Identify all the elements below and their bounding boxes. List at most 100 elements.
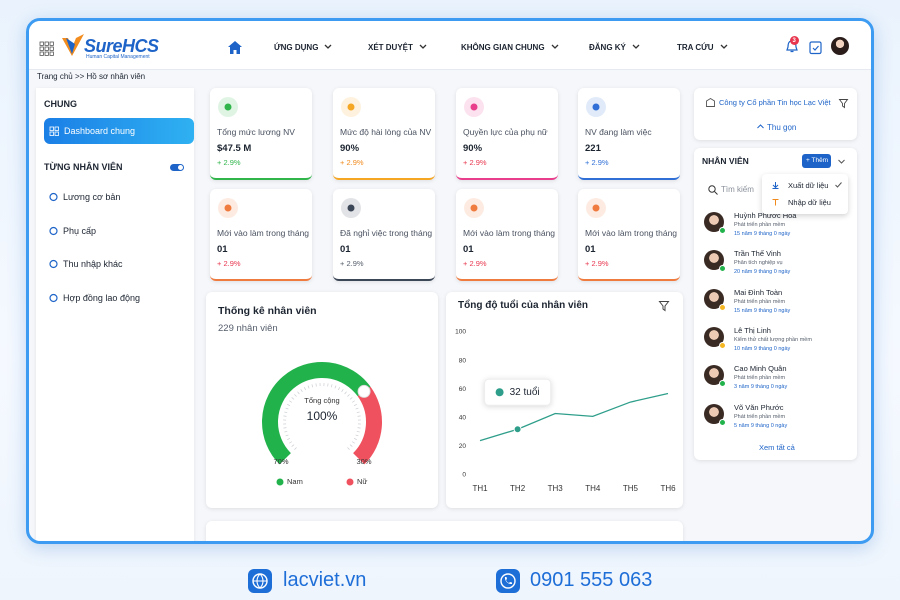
- legend-label: Nam: [287, 477, 303, 486]
- filter-icon: [838, 99, 849, 109]
- kpi-label: Tổng mức lương NV: [217, 127, 295, 137]
- employee-tenure: 15 năm 9 tháng 0 ngày: [734, 231, 791, 237]
- nav-item[interactable]: KHÔNG GIAN CHUNG: [461, 43, 545, 52]
- gauge-tick: [338, 387, 341, 391]
- menu-icon: [49, 293, 58, 302]
- line-title: Tổng độ tuổi của nhân viên: [458, 300, 588, 311]
- employee-name[interactable]: Lê Thị Linh: [734, 325, 771, 335]
- gauge-tick: [349, 444, 353, 447]
- kpi-value: 90%: [340, 143, 360, 154]
- employee-avatar[interactable]: [704, 212, 724, 232]
- kpi-change: + 2.9%: [217, 259, 241, 268]
- website[interactable]: lacviet.vn: [283, 569, 367, 591]
- kpi-icon-dot: [470, 204, 478, 212]
- menu-option[interactable]: Nhập dữ liệu: [788, 198, 831, 207]
- gauge-tick: [352, 441, 355, 444]
- gauge-tick: [300, 389, 303, 392]
- menu-item[interactable]: Lương cơ bản: [63, 192, 121, 202]
- kpi-label: NV đang làm việc: [585, 127, 652, 137]
- kpi-value: $47.5 M: [217, 143, 252, 154]
- gauge-tick: [356, 430, 360, 433]
- x-tick-label: TH6: [660, 484, 676, 493]
- kpi-value: 01: [340, 244, 351, 255]
- gauge-card: [206, 292, 438, 508]
- phone-icon: [496, 569, 520, 593]
- gauge-tick: [353, 438, 357, 441]
- collapse-link[interactable]: Thu gọn: [767, 123, 797, 132]
- status-dot: [719, 227, 726, 234]
- dash-square: [49, 131, 54, 136]
- home-shape: [228, 41, 242, 54]
- y-tick-label: 60: [459, 386, 467, 393]
- nav-chevron: [324, 44, 332, 49]
- phone: [504, 577, 512, 585]
- add-button[interactable]: [802, 154, 831, 168]
- employee-name[interactable]: Mai Đình Toàn: [734, 287, 783, 297]
- apps-dot: [39, 41, 44, 46]
- apps-dot: [49, 41, 54, 46]
- gauge-tick: [289, 441, 292, 444]
- check-icon: [835, 182, 842, 188]
- employee-name[interactable]: Trần Thế Vinh: [734, 249, 781, 259]
- add-button-label[interactable]: + Thêm: [806, 156, 829, 164]
- employee-tenure: 10 năm 9 tháng 0 ngày: [734, 345, 791, 352]
- kpi-card: [333, 189, 435, 281]
- menu-item[interactable]: Thu nhập khác: [63, 259, 123, 269]
- employee-avatar[interactable]: [704, 288, 724, 309]
- sidebar: [36, 88, 194, 541]
- collapse-icon: [757, 124, 764, 129]
- view-all-link[interactable]: Xem tất cả: [759, 443, 795, 452]
- clip-body: [809, 41, 822, 55]
- gauge-value-label: 30%: [356, 457, 371, 466]
- apps-dot: [39, 46, 44, 51]
- gauge-tick: [307, 385, 310, 389]
- menu-glyph: [772, 199, 779, 206]
- gauge-tick: [297, 391, 300, 395]
- menu-item[interactable]: Phụ cấp: [63, 225, 97, 236]
- gauge-tick: [291, 444, 295, 447]
- chevron: [324, 44, 332, 49]
- header-bar: [29, 21, 871, 70]
- kpi-icon: [464, 198, 484, 218]
- gauge-tick: [294, 394, 297, 397]
- menu-icon: [772, 182, 779, 189]
- status-dot: [719, 380, 726, 388]
- employee-avatar[interactable]: [704, 403, 724, 424]
- kpi-icon: [586, 97, 606, 117]
- employee-avatar[interactable]: [704, 326, 724, 347]
- employee-title: NHÂN VIÊN: [702, 156, 749, 166]
- employee-role: Phát triển phần mềm: [734, 298, 786, 305]
- nav-item[interactable]: ỨNG DỤNG: [274, 43, 319, 52]
- active-menu-item[interactable]: [44, 118, 194, 144]
- y-tick-label: 100: [455, 329, 466, 336]
- search-input[interactable]: Tìm kiếm: [721, 185, 754, 194]
- kpi-icon-dot: [224, 103, 232, 111]
- menu-item[interactable]: Hợp đồng lao động: [63, 292, 140, 303]
- gauge-tick: [284, 411, 288, 414]
- menu-option[interactable]: Xuất dữ liệu: [788, 181, 829, 190]
- building-icon: [706, 97, 715, 107]
- kpi-icon-dot: [224, 204, 232, 212]
- employee-name[interactable]: Cao Minh Quân: [734, 364, 787, 374]
- filter: [658, 301, 670, 312]
- employee-name[interactable]: Huỳnh Phước Hòa: [734, 211, 797, 220]
- employee-name[interactable]: Võ Văn Phước: [734, 402, 784, 412]
- nav-item[interactable]: TRA CỨU: [677, 43, 714, 52]
- chevron: [419, 44, 427, 49]
- kpi-icon-dot: [470, 103, 478, 111]
- partial-card: [206, 521, 683, 541]
- chevron: [757, 124, 764, 129]
- kpi-card: [456, 88, 558, 180]
- status-dot: [719, 418, 726, 426]
- user-avatar[interactable]: [831, 37, 849, 55]
- logo-mark: [62, 34, 84, 56]
- phone-number[interactable]: 0901 555 063: [530, 569, 653, 591]
- gauge-tick: [287, 438, 291, 441]
- logo-text: SureHCS: [84, 36, 159, 56]
- nav-item[interactable]: XÉT DUYỆT: [368, 43, 413, 52]
- gauge-tick: [289, 400, 292, 403]
- company-name[interactable]: Công ty Cổ phần Tin học Lạc Việt: [719, 98, 831, 107]
- legend-swatch: [346, 478, 354, 486]
- gauge-tick: [330, 384, 333, 388]
- nav-item[interactable]: ĐĂNG KÝ: [589, 43, 626, 52]
